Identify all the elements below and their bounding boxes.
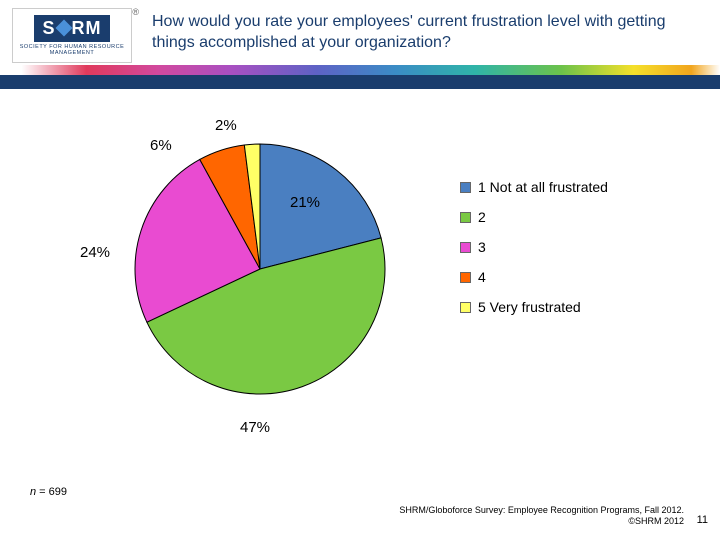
legend-label-4: 4	[478, 269, 486, 285]
source-line-2: ©SHRM 2012	[399, 516, 684, 528]
legend-swatch-2	[460, 212, 471, 223]
legend-item-1: 1 Not at all frustrated	[460, 179, 608, 195]
legend-swatch-3	[460, 242, 471, 253]
shrm-logo-mark: S RM	[34, 15, 109, 42]
n-value: = 699	[36, 486, 67, 498]
pie-label-5: 2%	[215, 117, 237, 134]
logo-diamond-icon	[55, 20, 72, 37]
legend-item-4: 4	[460, 269, 608, 285]
logo-letter-s: S	[42, 18, 55, 39]
pie-chart: 21%47%24%6%2%	[130, 139, 390, 399]
logo-letters-rm: RM	[72, 18, 102, 39]
legend-label-2: 2	[478, 209, 486, 225]
legend-label-1: 1 Not at all frustrated	[478, 179, 608, 195]
legend: 1 Not at all frustrated 2 3 4 5 Very frustra…	[460, 179, 608, 329]
sample-size: n = 699	[30, 486, 67, 498]
legend-item-5: 5 Very frustrated	[460, 299, 608, 315]
legend-swatch-4	[460, 272, 471, 283]
legend-item-3: 3	[460, 239, 608, 255]
source-citation: SHRM/Globoforce Survey: Employee Recogni…	[399, 505, 684, 528]
pie-label-2: 47%	[240, 419, 270, 436]
legend-item-2: 2	[460, 209, 608, 225]
pie-label-4: 6%	[150, 137, 172, 154]
legend-swatch-5	[460, 302, 471, 313]
logo-subtitle: SOCIETY FOR HUMAN RESOURCE MANAGEMENT	[13, 44, 131, 56]
pie-label-3: 24%	[80, 244, 110, 261]
chart-area: 21%47%24%6%2% 1 Not at all frustrated234…	[0, 89, 720, 449]
legend-label-5: 5 Very frustrated	[478, 299, 581, 315]
page-number: 11	[697, 514, 708, 526]
rainbow-divider	[0, 65, 720, 75]
navy-divider	[0, 75, 720, 89]
legend-swatch-1	[460, 182, 471, 193]
source-line-1: SHRM/Globoforce Survey: Employee Recogni…	[399, 505, 684, 517]
registered-mark: ®	[132, 7, 139, 17]
shrm-logo: S RM SOCIETY FOR HUMAN RESOURCE MANAGEME…	[12, 8, 132, 63]
pie-label-1: 21%	[290, 194, 320, 211]
pie-svg	[130, 139, 390, 399]
slide-title: How would you rate your employees' curre…	[152, 8, 692, 54]
legend-label-3: 3	[478, 239, 486, 255]
